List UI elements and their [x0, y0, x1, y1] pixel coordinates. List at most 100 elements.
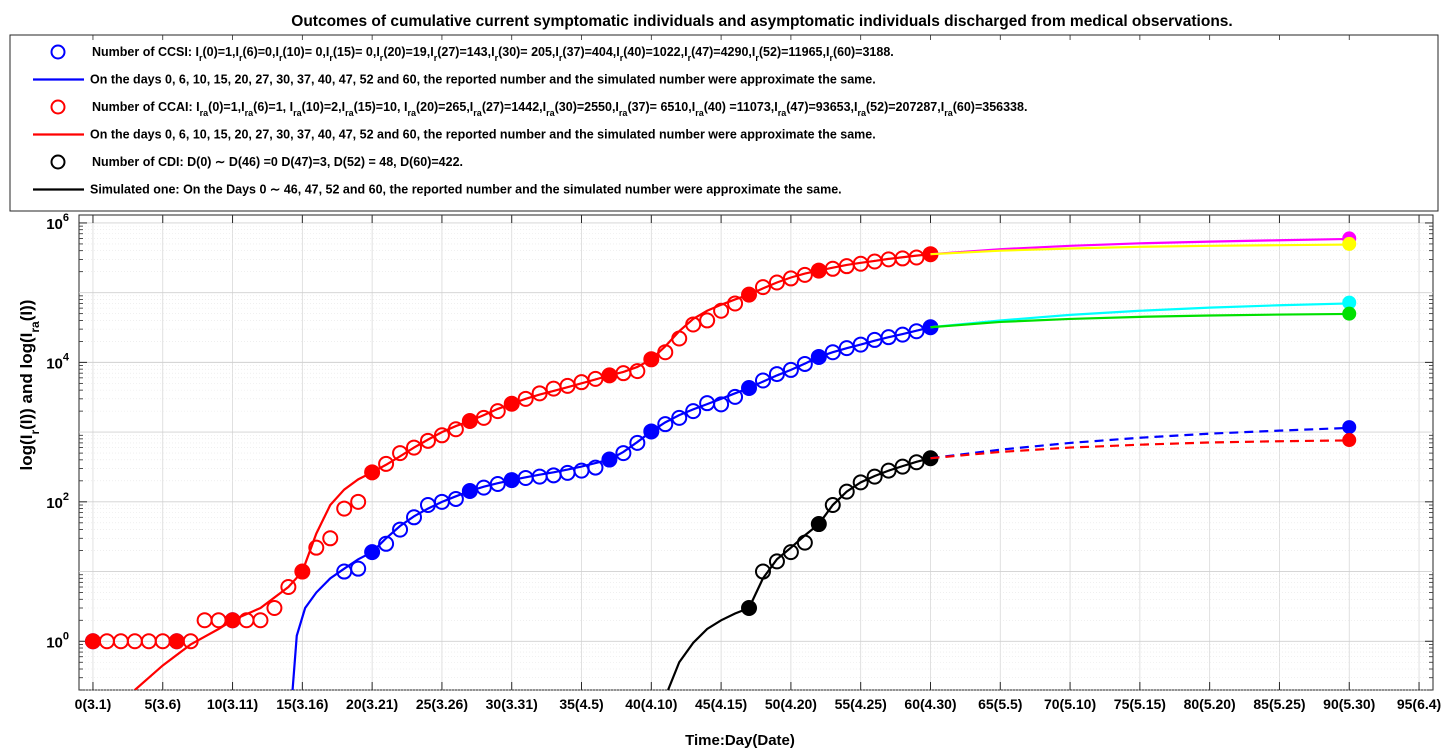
observed-point-open: [489, 403, 506, 420]
x-tick-label: 25(3.26): [416, 696, 468, 712]
legend-row: Simulated one: On the Days 0 ∼ 46, 47, 5…: [33, 183, 842, 197]
observed-point-open: [782, 544, 799, 561]
observed-point-open: [657, 344, 674, 361]
x-axis-ticks: 0(3.1) 5(3.6) 10(3.11) 15(3.16) 20(3.21) 25(3…: [75, 215, 1441, 712]
series-projection-ccai-lower-: [930, 236, 1357, 256]
observed-point-open: [866, 468, 883, 485]
series-projection-cdi-upper-: [930, 420, 1357, 460]
observed-point-open: [908, 454, 925, 471]
observed-point-open: [685, 316, 702, 333]
observed-point-open: [754, 279, 771, 296]
chart-title: Outcomes of cumulative current symptomat…: [291, 13, 1232, 30]
observed-point-filled: [364, 544, 381, 561]
observed-point-open: [517, 390, 534, 407]
observed-point-open: [280, 579, 297, 596]
x-tick-label: 90(5.30): [1323, 696, 1375, 712]
observed-point-open: [419, 432, 436, 449]
series-number-of-cdi: [667, 450, 939, 690]
series-projection-ccsi-lower-: [930, 306, 1357, 329]
observed-point-open: [796, 355, 813, 372]
x-tick-label: 35(4.5): [559, 696, 603, 712]
observed-point-open: [378, 455, 395, 472]
legend-box: [9, 34, 1439, 212]
x-tick-label: 30(3.31): [486, 696, 538, 712]
observed-point-open: [768, 274, 785, 291]
series-projection-cdi-lower-: [930, 433, 1357, 460]
observed-point-open: [378, 535, 395, 552]
observed-point-filled: [810, 516, 827, 533]
x-tick-label: 75(5.15): [1114, 696, 1166, 712]
simulated-line: [930, 312, 1350, 329]
x-tick-label: 65(5.5): [978, 696, 1022, 712]
observed-point-open: [336, 500, 353, 517]
observed-point-open: [880, 462, 897, 479]
observed-point-open: [852, 336, 869, 353]
observed-point-open: [768, 366, 785, 383]
observed-point-filled: [601, 451, 618, 468]
simulated-line: [930, 243, 1350, 256]
legend-row: Number of CDI: D(0) ∼ D(46) =0 D(47)=3, …: [50, 154, 463, 170]
x-axis-label: Time:Day(Date): [685, 732, 795, 749]
y-axis-ticks: 100 102 104 106: [46, 212, 1433, 691]
legend-row: On the days 0, 6, 10, 15, 20, 27, 30, 37…: [33, 128, 876, 142]
observed-point-open: [754, 372, 771, 389]
projection-endpoint: [1342, 306, 1357, 321]
observed-point-open: [629, 363, 646, 380]
y-tick-label: 104: [46, 351, 70, 372]
observed-point-open: [531, 385, 548, 402]
observed-point-open: [796, 534, 813, 551]
series-layer: [84, 231, 1357, 690]
x-tick-label: 15(3.16): [276, 696, 328, 712]
observed-point-open: [699, 312, 716, 329]
x-tick-label: 10(3.11): [207, 696, 258, 712]
observed-point-open: [894, 458, 911, 475]
grid-lines: [79, 215, 1433, 691]
legend-marker-circle: [50, 44, 66, 60]
observed-point-open: [350, 493, 367, 510]
observed-point-filled: [503, 395, 520, 412]
observed-point-filled: [741, 600, 758, 617]
observed-point-open: [796, 266, 813, 283]
x-tick-label: 5(3.6): [144, 696, 181, 712]
observed-point-open: [308, 539, 325, 556]
legend-marker-circle: [50, 99, 66, 115]
observed-point-filled: [643, 423, 660, 440]
observed-point-open: [824, 497, 841, 514]
observed-point-open: [838, 483, 855, 500]
observed-point-open: [266, 600, 283, 617]
x-tick-label: 85(5.25): [1253, 696, 1305, 712]
observed-point-open: [406, 509, 423, 526]
observed-point-filled: [601, 367, 618, 384]
x-tick-label: 95(6.4): [1397, 696, 1441, 712]
observed-point-filled: [168, 633, 185, 650]
observed-point-open: [392, 445, 409, 462]
projection-endpoint: [1342, 420, 1357, 435]
observed-point-filled: [810, 348, 827, 365]
y-tick-label: 100: [46, 630, 69, 651]
x-tick-label: 60(4.30): [904, 696, 956, 712]
observed-point-filled: [461, 482, 478, 499]
legend-row: Number of CCAI: Ira(0)=1,Ira(6)=1, Ira(1…: [50, 99, 1027, 118]
simulated-line: [930, 439, 1350, 460]
observed-point-open: [754, 563, 771, 580]
x-tick-label: 40(4.10): [625, 696, 677, 712]
legend-row: On the days 0, 6, 10, 15, 20, 27, 30, 37…: [33, 73, 876, 87]
observed-point-filled: [461, 413, 478, 430]
series-projection-ccsi-upper-: [930, 295, 1357, 329]
observed-point-open: [322, 530, 339, 547]
observed-point-open: [252, 612, 269, 629]
observed-point-open: [447, 421, 464, 438]
legend-label: Number of CDI: D(0) ∼ D(46) =0 D(47)=3, …: [92, 155, 463, 169]
legend-label: On the days 0, 6, 10, 15, 20, 27, 30, 37…: [90, 73, 876, 87]
legend: Number of CCSI: Ir(0)=1,Ir(6)=0,Ir(10)= …: [9, 34, 1439, 212]
observed-point-open: [629, 434, 646, 451]
observed-point-filled: [364, 464, 381, 481]
observed-point-filled: [741, 286, 758, 303]
projection-endpoint: [1342, 433, 1357, 448]
observed-point-open: [392, 521, 409, 538]
simulated-line: [930, 237, 1350, 256]
simulated-line: [930, 426, 1350, 460]
simulated-line: [930, 302, 1350, 329]
series-number-of-ccai: [84, 246, 939, 690]
observed-point-filled: [810, 262, 827, 279]
